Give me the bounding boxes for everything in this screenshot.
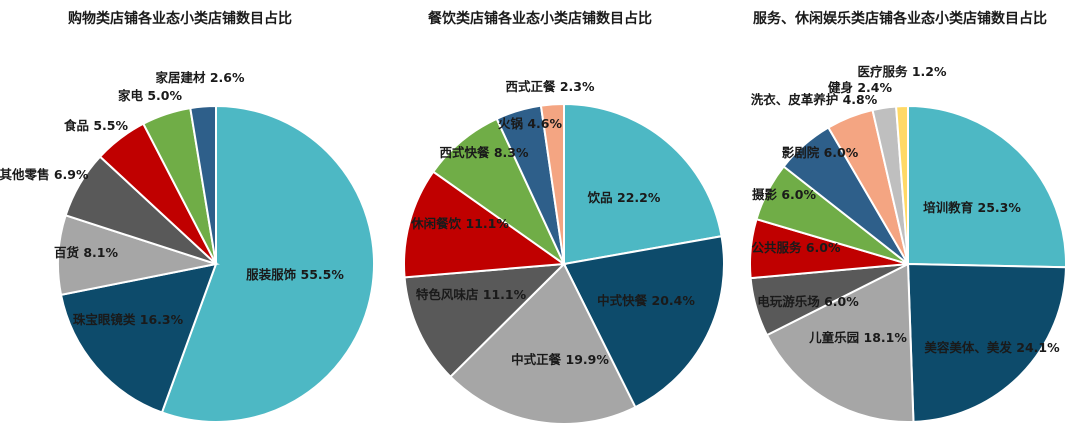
slice-label: 百货 8.1% — [54, 245, 118, 260]
chart-title: 餐饮类店铺各业态小类店铺数目占比 — [428, 11, 652, 27]
slice-label: 火锅 4.6% — [498, 116, 562, 131]
slice-label: 家居建材 2.6% — [155, 70, 244, 85]
pie-slice-培训教育 — [907, 104, 1067, 269]
slice-label: 美容美体、美发 24.1% — [924, 340, 1060, 355]
pie-slice-儿童乐园 — [765, 262, 915, 423]
slice-label: 电玩游乐场 6.0% — [757, 294, 859, 309]
slice-label: 儿童乐园 18.1% — [808, 330, 907, 345]
pie-svg: 培训教育 25.3% 美容美体、美发 24.1% 儿童乐园 18.1% 电玩游乐场 6… — [749, 64, 1067, 423]
pie-chart-shopping: 购物类店铺各业态小类店铺数目占比 服装服饰 55.5% 珠宝眼镜类 16.3% 百货… — [0, 0, 375, 434]
pie-slice-家居建材 — [189, 104, 217, 265]
pie-slice-中式正餐 — [449, 262, 637, 426]
pie-slice-特色风味店 — [403, 262, 567, 379]
slice-label: 医疗服务 1.2% — [857, 64, 946, 79]
pie-slice-珠宝眼镜类 — [59, 262, 218, 414]
slice-label: 饮品 22.2% — [587, 190, 661, 205]
pie-slice-医疗服务 — [895, 104, 909, 265]
slice-label: 公共服务 6.0% — [751, 240, 840, 255]
pie-chart-catering: 餐饮类店铺各业态小类店铺数目占比 饮品 22.2% 中式快餐 20.4% 中式正餐 … — [360, 0, 725, 434]
pie-slice-美容美体、美发 — [906, 262, 1067, 423]
slice-label: 其他零售 6.9% — [0, 167, 89, 182]
slice-label: 影剧院 6.0% — [782, 145, 859, 160]
chart-title: 购物类店铺各业态小类店铺数目占比 — [68, 11, 292, 27]
slice-label: 中式正餐 19.9% — [511, 352, 609, 367]
slice-label: 食品 5.5% — [63, 118, 128, 133]
slice-label: 洗衣、皮革养护 4.8% — [751, 92, 878, 107]
pie-slice-中式快餐 — [562, 235, 725, 409]
pie-slice-服装服饰 — [160, 104, 375, 423]
slice-label: 服装服饰 55.5% — [246, 267, 344, 282]
pie-chart-services: 服务、休闲娱乐类店铺各业态小类店铺数目占比 培训教育 25.3% 美容美体、美发 … — [720, 0, 1080, 434]
pie-slice-休闲餐饮 — [403, 170, 567, 279]
slice-label: 摄影 6.0% — [752, 187, 816, 202]
slice-label: 珠宝眼镜类 16.3% — [73, 312, 184, 327]
slice-label: 培训教育 25.3% — [923, 200, 1021, 215]
pie-slice-饮品 — [563, 102, 723, 266]
pie-slice-西式正餐 — [539, 102, 565, 265]
slice-label: 休闲餐饮 11.1% — [410, 216, 509, 231]
slice-label: 家电 5.0% — [118, 88, 182, 103]
chart-title: 服务、休闲娱乐类店铺各业态小类店铺数目占比 — [753, 11, 1047, 27]
pie-svg: 服装服饰 55.5% 珠宝眼镜类 16.3% 百货 8.1% 其他零售 6.9% 食品 … — [0, 70, 375, 423]
slice-label: 西式快餐 8.3% — [439, 145, 528, 160]
pie-svg: 饮品 22.2% 中式快餐 20.4% 中式正餐 19.9% 特色风味店 11.1% 休… — [403, 79, 725, 426]
slice-label: 特色风味店 11.1% — [416, 287, 527, 302]
slice-label: 西式正餐 2.3% — [505, 79, 594, 94]
slice-label: 健身 2.4% — [828, 80, 892, 95]
slice-label: 中式快餐 20.4% — [597, 293, 695, 308]
